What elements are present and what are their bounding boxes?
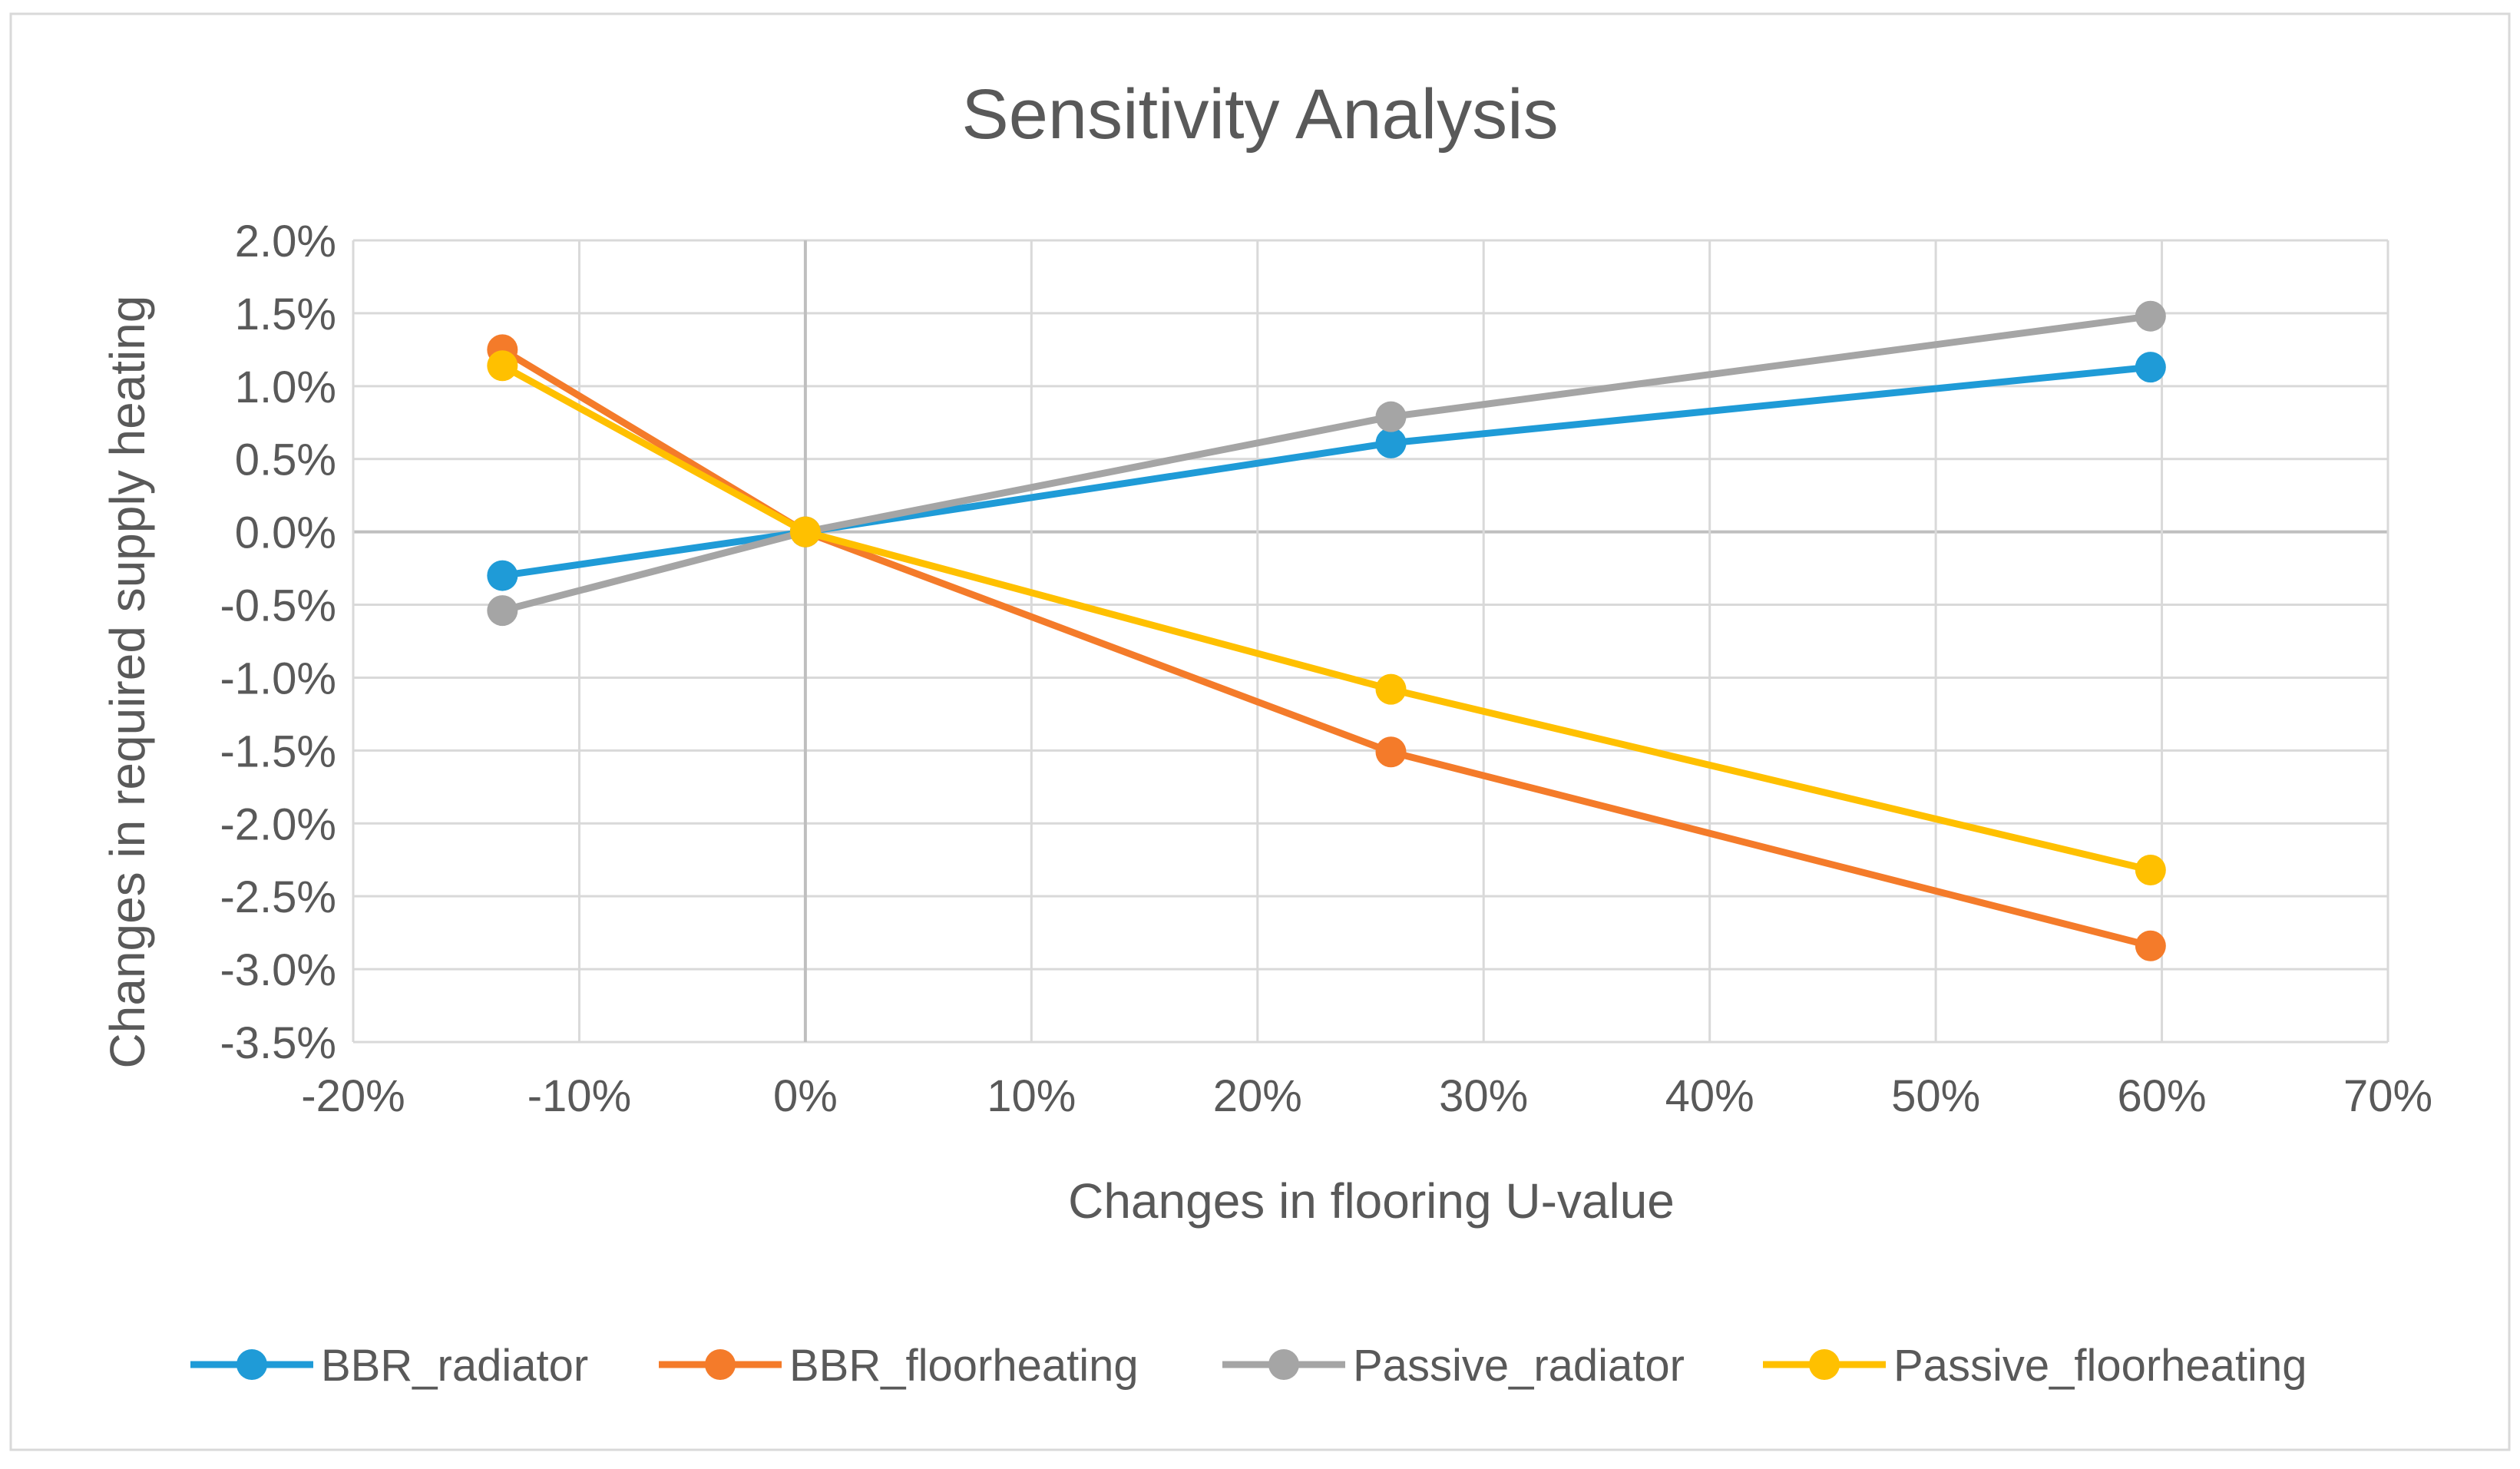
legend-swatch-marker xyxy=(1809,1349,1840,1380)
data-point-passive-floorheating xyxy=(789,516,821,548)
data-point-passive-floorheating xyxy=(2135,855,2166,886)
series-line-passive-floorheating xyxy=(498,362,2155,874)
x-tick-label: 50% xyxy=(1891,1071,1980,1121)
y-tick-label: 1.5% xyxy=(235,289,336,339)
data-point-passive-radiator xyxy=(1375,401,1407,432)
x-tick-label: 30% xyxy=(1439,1071,1528,1121)
data-point-passive-radiator xyxy=(2135,300,2166,332)
legend-label: BBR_floorheating xyxy=(789,1341,1139,1391)
legend: BBR_radiator BBR_floorheating Passive_radi… xyxy=(190,1341,2307,1391)
y-tick-label: -3.0% xyxy=(220,945,336,995)
legend-swatch-marker xyxy=(705,1349,736,1380)
series-passive-radiator xyxy=(487,300,2166,627)
y-tick-label: -1.5% xyxy=(220,726,336,776)
series-line-bbr-radiator xyxy=(498,363,2155,580)
legend-label: BBR_radiator xyxy=(321,1341,588,1391)
data-point-passive-radiator xyxy=(487,595,518,627)
series-passive-floorheating xyxy=(487,350,2166,886)
x-tick-label: 10% xyxy=(987,1071,1076,1121)
y-tick-label: 1.0% xyxy=(235,362,336,412)
data-point-bbr-floorheating xyxy=(1375,736,1407,768)
y-tick-label: -3.5% xyxy=(220,1018,336,1068)
legend-label: Passive_radiator xyxy=(1353,1341,1685,1391)
legend-item-bbr-floorheating: BBR_floorheating xyxy=(659,1341,1139,1391)
x-tick-label: -10% xyxy=(527,1071,631,1121)
series-line-passive-radiator xyxy=(498,313,2155,614)
x-tick-label: -20% xyxy=(301,1071,405,1121)
legend-item-passive-radiator: Passive_radiator xyxy=(1222,1341,1685,1391)
y-tick-label: 0.5% xyxy=(235,435,336,485)
series-line-bbr-floorheating xyxy=(498,346,2155,950)
x-tick-label: 20% xyxy=(1213,1071,1302,1121)
chart-frame xyxy=(9,12,2511,1451)
y-tick-label: -0.5% xyxy=(220,581,336,631)
series-layer xyxy=(487,300,2166,961)
data-point-bbr-radiator xyxy=(2135,352,2166,383)
legend-item-bbr-radiator: BBR_radiator xyxy=(190,1341,588,1391)
legend-label: Passive_floorheating xyxy=(1893,1341,2307,1391)
legend-swatch-marker xyxy=(236,1349,267,1380)
x-tick-label: 70% xyxy=(2343,1071,2432,1121)
data-point-bbr-floorheating xyxy=(2135,930,2166,961)
data-point-passive-floorheating xyxy=(1375,673,1407,705)
x-axis-title: Changes in flooring U-value xyxy=(1068,1173,1675,1229)
legend-item-passive-floorheating: Passive_floorheating xyxy=(1763,1341,2307,1391)
x-tick-label: 60% xyxy=(2118,1071,2207,1121)
y-tick-label: 2.0% xyxy=(235,217,336,266)
data-point-passive-floorheating xyxy=(487,350,518,382)
x-tick-label: 0% xyxy=(773,1071,838,1121)
y-axis-title: Changes in required supply heating xyxy=(100,296,155,1069)
y-tick-label: -1.0% xyxy=(220,653,336,703)
x-tick-label: 40% xyxy=(1665,1071,1754,1121)
y-tick-label: -2.0% xyxy=(220,799,336,849)
grid-layer xyxy=(352,239,2389,1044)
axis-label-layer: 2.0% 1.5% 1.0% 0.5% 0.0% -0.5% -1.0% -1.5% -2.0%… xyxy=(220,217,2432,1121)
data-point-bbr-radiator xyxy=(1375,427,1407,458)
legend-swatch-marker xyxy=(1268,1349,1299,1380)
y-tick-label: -2.5% xyxy=(220,872,336,922)
y-tick-label: 0.0% xyxy=(235,508,336,558)
data-point-bbr-radiator xyxy=(487,560,518,591)
chart-title: Sensitivity Analysis xyxy=(961,75,1558,154)
